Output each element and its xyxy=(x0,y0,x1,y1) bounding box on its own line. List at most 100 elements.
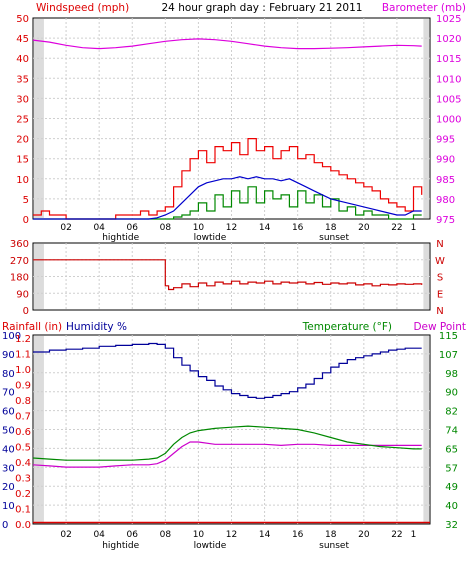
compass-tick-label: W xyxy=(435,256,445,267)
direction-tick-label: 180 xyxy=(10,273,29,284)
wind-tick-label: 35 xyxy=(16,74,29,85)
wind-gust-line xyxy=(33,138,423,220)
x-tick-label: 10 xyxy=(193,223,205,233)
wind-tick-label: 0 xyxy=(23,215,29,226)
chart-title: 24 hour graph day : February 21 2011 xyxy=(162,2,363,14)
humidity-tick-label: 80 xyxy=(2,369,15,380)
temperature-tick-label: 90 xyxy=(445,388,458,399)
wind-tick-label: 15 xyxy=(16,155,29,166)
x-tick-label: 02 xyxy=(60,530,71,540)
humidity-tick-label: 20 xyxy=(2,482,15,493)
wind-min-line xyxy=(33,186,422,220)
humidity-tick-label: 10 xyxy=(2,501,15,512)
hightide-marker: hightide xyxy=(102,233,139,243)
x-tick-label: 16 xyxy=(292,223,304,233)
rain-tick-label: 0.1 xyxy=(15,505,31,516)
direction-tick-label: 270 xyxy=(10,256,29,267)
temperature-tick-label: 98 xyxy=(445,369,458,380)
direction-tick-label: 0 xyxy=(23,306,29,317)
x-tick-label: 14 xyxy=(259,530,271,540)
wind-tick-label: 45 xyxy=(16,34,29,45)
sunset-marker: sunset xyxy=(319,541,349,551)
x-tick-label: 22 xyxy=(391,223,402,233)
x-tick-label: 16 xyxy=(292,530,304,540)
x-tick-label: 18 xyxy=(325,223,337,233)
temperature-axis-label: Temperature (°F) xyxy=(302,321,392,333)
humidity-tick-label: 0 xyxy=(2,520,8,531)
wind-tick-label: 30 xyxy=(16,94,29,105)
rain-tick-label: 0.2 xyxy=(15,489,31,500)
temperature-tick-label: 65 xyxy=(445,444,458,455)
humidity-axis-label: Humidity % xyxy=(66,321,127,333)
dewpoint-line xyxy=(32,441,422,468)
temperature-tick-label: 82 xyxy=(445,407,458,418)
rain-tick-label: 0.7 xyxy=(15,412,31,423)
x-tick-label: 04 xyxy=(93,223,105,233)
wind-tick-label: 20 xyxy=(16,135,29,146)
rainfall-axis-label: Rainfall (in) xyxy=(2,321,62,333)
temperature-humidity-panel: 10090807060504030201001.21.11.00.90.80.7… xyxy=(2,331,458,551)
barometer-tick-label: 1025 xyxy=(436,14,461,25)
lowtide-marker: lowtide xyxy=(194,233,227,243)
rain-tick-label: 1.2 xyxy=(15,334,31,345)
x-tick-label: 18 xyxy=(325,530,337,540)
x-tick-label: 14 xyxy=(259,223,271,233)
x-tick-label: 22 xyxy=(391,530,402,540)
x-tick-label: 06 xyxy=(127,530,139,540)
x-tick-label: 1 xyxy=(411,530,417,540)
temperature-tick-label: 107 xyxy=(439,350,458,361)
sunset-marker: sunset xyxy=(319,233,349,243)
humidity-tick-label: 70 xyxy=(2,388,15,399)
temperature-tick-label: 115 xyxy=(439,331,458,342)
humidity-tick-label: 40 xyxy=(2,444,15,455)
barometer-tick-label: 990 xyxy=(436,155,455,166)
barometer-tick-label: 1005 xyxy=(436,94,461,105)
windspeed-axis-label: Windspeed (mph) xyxy=(36,2,129,14)
x-tick-label: 08 xyxy=(160,223,172,233)
wind-direction-line xyxy=(33,259,423,291)
x-tick-label: 06 xyxy=(127,223,139,233)
wind-tick-label: 40 xyxy=(16,54,29,65)
barometer-line xyxy=(32,38,422,50)
x-tick-label: 02 xyxy=(60,223,71,233)
humidity-tick-label: 50 xyxy=(2,426,15,437)
x-tick-label: 20 xyxy=(358,530,370,540)
x-tick-label: 1 xyxy=(411,223,417,233)
compass-tick-label: E xyxy=(437,289,443,300)
humidity-tick-label: 30 xyxy=(2,463,15,474)
compass-tick-label: N xyxy=(436,306,443,317)
compass-tick-label: N xyxy=(436,239,443,250)
wind-average-line xyxy=(33,176,422,220)
barometer-axis-label: Barometer (mb) xyxy=(382,2,466,14)
rain-tick-label: 0.6 xyxy=(15,427,31,438)
wind-barometer-panel: 0510152025303540455097598098599099510001… xyxy=(16,14,461,243)
wind-tick-label: 50 xyxy=(16,14,29,25)
x-tick-label: 20 xyxy=(358,223,370,233)
barometer-tick-label: 975 xyxy=(436,215,455,226)
x-tick-label: 12 xyxy=(226,223,237,233)
rain-tick-label: 0.5 xyxy=(15,443,31,454)
barometer-tick-label: 985 xyxy=(436,175,455,186)
rain-tick-label: 0.0 xyxy=(15,520,31,531)
temperature-tick-label: 57 xyxy=(445,463,458,474)
barometer-tick-label: 1010 xyxy=(436,74,461,85)
humidity-tick-label: 100 xyxy=(2,331,21,342)
rain-tick-label: 1.1 xyxy=(15,350,31,361)
rain-tick-label: 0.3 xyxy=(15,474,31,485)
humidity-line xyxy=(33,342,422,399)
temperature-tick-label: 49 xyxy=(445,482,458,493)
x-tick-label: 12 xyxy=(226,530,237,540)
barometer-tick-label: 995 xyxy=(436,135,455,146)
barometer-tick-label: 980 xyxy=(436,195,455,206)
rain-tick-label: 0.9 xyxy=(15,381,31,392)
temperature-tick-label: 74 xyxy=(445,426,458,437)
rain-tick-label: 0.4 xyxy=(15,458,31,469)
temperature-tick-label: 32 xyxy=(445,520,458,531)
x-tick-label: 10 xyxy=(193,530,205,540)
dewpoint-axis-label: Dew Point xyxy=(413,321,466,333)
humidity-tick-label: 60 xyxy=(2,407,15,418)
hightide-marker: hightide xyxy=(102,541,139,551)
